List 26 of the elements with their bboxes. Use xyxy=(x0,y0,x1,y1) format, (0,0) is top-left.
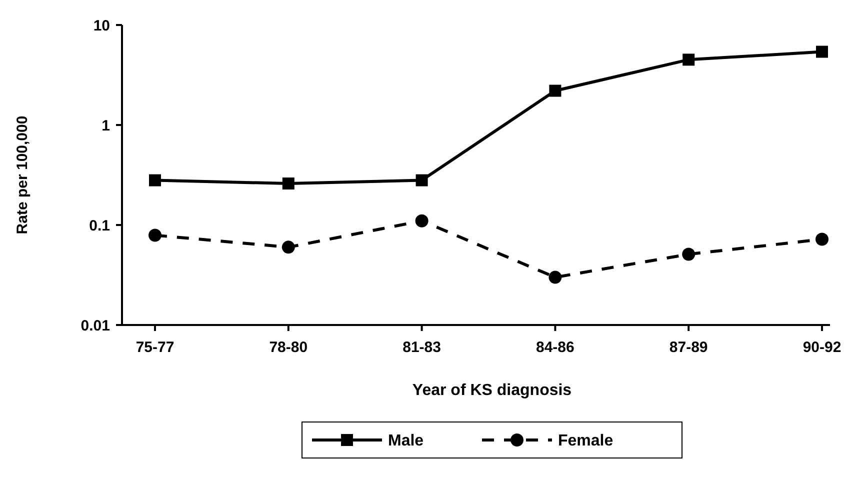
x-tick-label: 81-83 xyxy=(402,339,441,356)
x-axis-title: Year of KS diagnosis xyxy=(412,382,572,399)
legend-label: Male xyxy=(388,432,424,450)
point xyxy=(282,240,295,254)
y-tick-label: 0.1 xyxy=(89,217,110,234)
point xyxy=(682,248,696,261)
point xyxy=(682,54,695,66)
point xyxy=(816,46,828,58)
x-tick-label: 87-89 xyxy=(669,339,708,356)
y-axis-title: Rate per 100,000 xyxy=(14,116,31,234)
point xyxy=(416,174,428,186)
point xyxy=(149,174,161,186)
x-tick-label: 78-80 xyxy=(269,339,308,356)
x-tick-label: 90-92 xyxy=(802,339,842,356)
y-tick-label: 0.01 xyxy=(80,317,110,334)
point xyxy=(148,228,162,242)
point xyxy=(282,178,294,190)
point xyxy=(549,84,562,97)
point xyxy=(548,270,562,284)
legend-label: Female xyxy=(558,432,614,450)
y-tick-label: 1 xyxy=(102,117,110,134)
x-tick-label: 84-86 xyxy=(536,339,574,356)
x-tick-label: 75-77 xyxy=(136,339,174,356)
point xyxy=(816,232,828,246)
y-tick-label: 10 xyxy=(93,17,110,34)
point xyxy=(415,214,428,228)
